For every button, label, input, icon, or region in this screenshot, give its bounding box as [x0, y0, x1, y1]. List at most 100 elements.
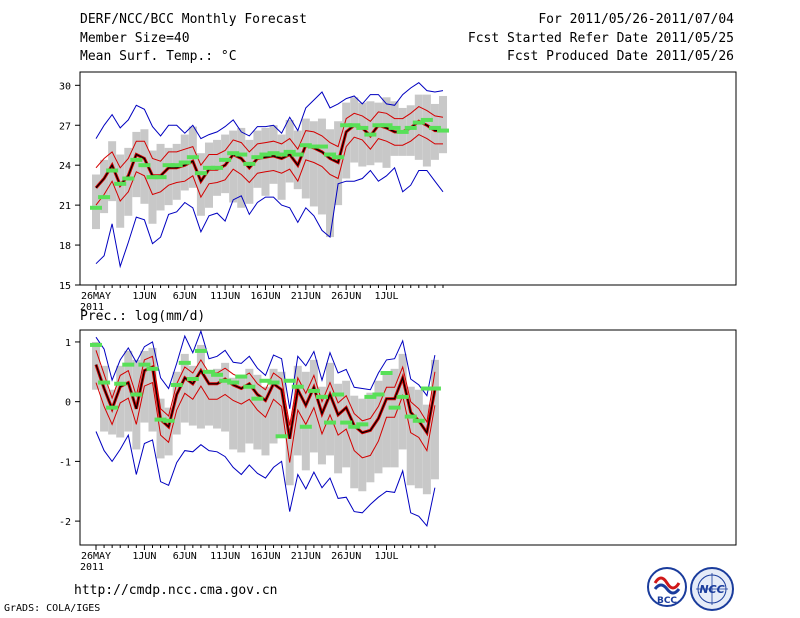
observed-marker	[186, 376, 199, 381]
ensemble-box	[382, 97, 391, 168]
observed-marker	[307, 388, 320, 393]
y-tick-label: 24	[59, 161, 71, 172]
observed-marker	[130, 392, 143, 397]
ensemble-box	[334, 383, 343, 474]
ensemble-box	[301, 118, 310, 199]
ensemble-box	[398, 353, 407, 450]
observed-marker	[98, 380, 111, 385]
upper-std-line	[95, 350, 436, 426]
observed-marker	[146, 175, 159, 180]
lower-std-line	[95, 134, 443, 206]
observed-marker	[324, 420, 337, 425]
ensemble-box	[382, 371, 391, 468]
observed-marker	[340, 420, 353, 425]
ensemble-box	[245, 139, 254, 204]
bcc-logo-text: BCC	[657, 596, 677, 606]
observed-marker	[404, 125, 417, 130]
ensemble-box	[100, 159, 109, 214]
x-tick-label: 11JUN	[210, 551, 240, 562]
observed-marker	[267, 380, 280, 385]
ensemble-box	[92, 174, 100, 230]
ensemble-box	[422, 94, 431, 167]
ensemble-box	[188, 365, 197, 426]
x-tick-label: 11JUN	[210, 291, 240, 302]
ensemble-box	[261, 127, 270, 196]
ensemble-box	[180, 353, 189, 423]
ncc-logo-text: NCC	[699, 583, 724, 596]
ensemble-box	[253, 374, 262, 450]
observed-marker	[154, 175, 167, 180]
observed-marker	[90, 342, 102, 347]
footer-url[interactable]: http://cmdp.ncc.cma.gov.cn	[74, 583, 278, 598]
ensemble-box	[148, 150, 157, 224]
observed-marker	[259, 378, 272, 383]
observed-marker	[235, 152, 248, 157]
observed-marker	[251, 396, 264, 401]
observed-marker	[186, 155, 199, 160]
observed-marker	[380, 123, 393, 128]
observed-marker	[146, 366, 159, 371]
y-tick-label: 18	[59, 241, 71, 252]
plot-frame	[79, 329, 737, 546]
observed-marker	[372, 392, 385, 397]
observed-marker	[211, 165, 224, 170]
ensemble-box	[309, 359, 318, 453]
observed-marker	[259, 152, 272, 157]
observed-marker	[324, 152, 337, 157]
observed-marker	[348, 424, 361, 429]
min-line	[95, 166, 444, 269]
observed-marker	[178, 360, 191, 365]
observed-marker	[114, 181, 127, 186]
observed-marker	[106, 168, 119, 173]
observed-marker	[388, 405, 401, 410]
ensemble-box	[374, 380, 383, 474]
ensemble-box	[326, 362, 335, 456]
observed-marker	[275, 152, 288, 157]
ensemble-box	[439, 95, 448, 154]
observed-marker	[227, 151, 240, 156]
ensemble-box	[374, 102, 383, 163]
observed-marker	[291, 384, 304, 389]
upper-std-line	[95, 106, 444, 169]
y-tick-label: 27	[59, 121, 71, 132]
min-line	[95, 431, 436, 528]
observed-marker	[283, 378, 296, 383]
observed-marker	[227, 380, 240, 385]
y-tick-label: -1	[59, 457, 71, 468]
observed-marker	[291, 152, 304, 157]
ensemble-box	[229, 377, 238, 450]
observed-marker	[428, 125, 441, 130]
observed-marker	[202, 369, 215, 374]
observed-marker	[219, 378, 232, 383]
ensemble-box	[237, 127, 246, 208]
ensemble-box	[277, 134, 286, 200]
ensemble-box	[301, 371, 310, 471]
variable-label-temp: Mean Surf. Temp.: °C	[80, 49, 237, 64]
ensemble-box	[414, 94, 423, 160]
forecast-produced-date: Fcst Produced Date 2011/05/26	[507, 49, 734, 64]
x-tick-label: 6JUN	[173, 291, 197, 302]
ensemble-box	[406, 105, 415, 156]
max-line	[95, 82, 444, 140]
ensemble-box	[350, 395, 359, 489]
ensemble-box	[204, 142, 213, 208]
observed-marker	[211, 372, 224, 377]
x-tick-label: 1JUN	[132, 291, 156, 302]
variable-label-prec: Prec.: log(mm/d)	[80, 309, 206, 324]
observed-marker	[364, 132, 377, 137]
forecast-started-date: Fcst Started Refer Date 2011/05/25	[467, 31, 734, 46]
x-tick-label: 1JUL	[374, 291, 398, 302]
x-tick-label: 26JUN	[331, 551, 361, 562]
observed-marker	[380, 371, 393, 375]
x-tick-label: 1JUN	[132, 551, 156, 562]
x-tick-label: 1JUL	[374, 551, 398, 562]
observed-marker	[404, 414, 417, 419]
ensemble-box	[261, 386, 270, 456]
ensemble-box	[213, 368, 222, 429]
observed-marker	[356, 125, 369, 130]
ensemble-box	[237, 374, 246, 453]
x-tick-label: 26MAY	[81, 291, 111, 302]
ensemble-box	[358, 102, 367, 167]
observed-marker	[202, 165, 215, 170]
ensemble-box	[172, 371, 181, 435]
